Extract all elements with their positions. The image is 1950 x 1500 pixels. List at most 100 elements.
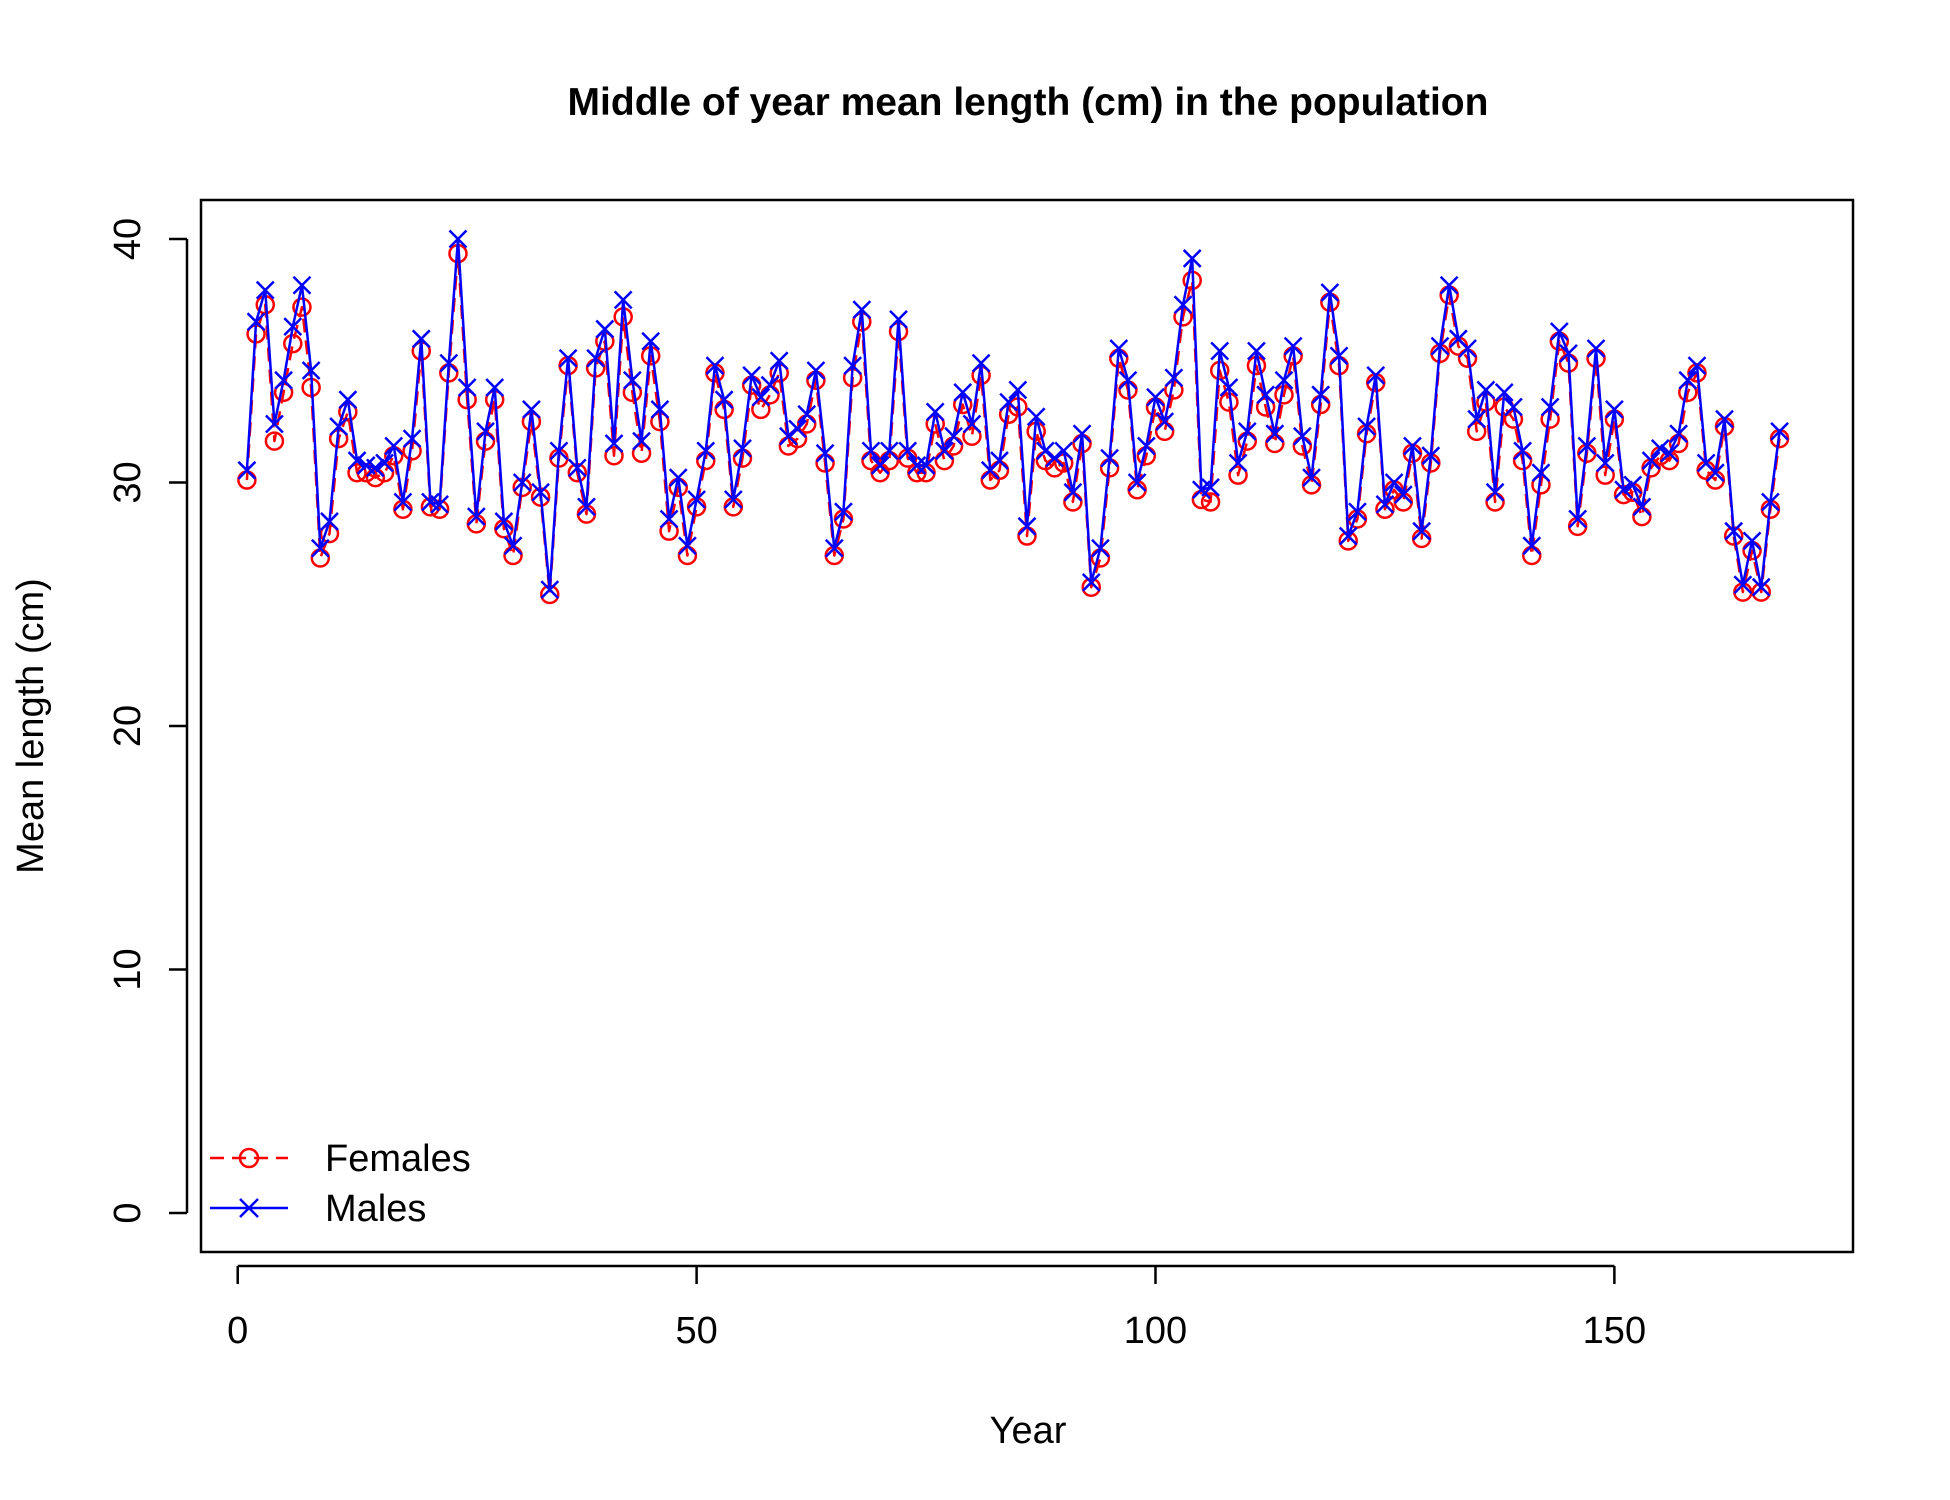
point-males: [1678, 370, 1698, 390]
point-males: [1412, 521, 1432, 541]
point-males: [843, 356, 863, 375]
point-males: [1091, 538, 1110, 558]
point-males: [760, 375, 780, 395]
point-males: [1311, 385, 1331, 405]
point-males: [797, 404, 817, 424]
point-males: [595, 319, 615, 339]
point-males: [466, 507, 486, 526]
point-males: [1586, 339, 1606, 358]
point-males: [329, 417, 349, 436]
point-males: [1017, 516, 1037, 536]
point-males: [292, 275, 312, 295]
legend-males-label: Males: [325, 1188, 426, 1230]
point-males: [1247, 341, 1266, 361]
point-males: [1136, 436, 1156, 456]
point-males: [1705, 463, 1725, 483]
point-males: [1751, 577, 1771, 597]
point-males: [430, 495, 450, 514]
point-males: [622, 370, 642, 390]
point-males: [586, 348, 606, 368]
point-males: [1439, 275, 1459, 295]
point-females: [292, 297, 312, 317]
point-males: [668, 468, 688, 487]
point-males: [733, 439, 752, 458]
point-males: [1742, 531, 1762, 551]
point-females: [962, 426, 982, 446]
point-males: [705, 356, 725, 375]
legend-females-marker: [238, 1147, 260, 1169]
y-tick-label: 40: [107, 218, 149, 260]
point-males: [1430, 336, 1450, 356]
point-males: [577, 497, 596, 517]
point-males: [723, 490, 743, 509]
point-males: [613, 290, 633, 310]
point-males: [1623, 475, 1643, 495]
point-males: [1173, 295, 1193, 315]
legend: Females Males: [210, 1138, 471, 1230]
x-axis-label: Year: [990, 1410, 1067, 1452]
point-males: [852, 300, 872, 319]
point-males: [1375, 495, 1395, 514]
point-males: [1357, 417, 1376, 436]
point-males: [1513, 441, 1532, 461]
point-males: [971, 353, 991, 373]
point-males: [567, 458, 587, 478]
point-males: [815, 443, 835, 463]
point-males: [1770, 421, 1789, 441]
point-males: [1008, 380, 1028, 400]
point-males: [870, 456, 890, 475]
point-females: [659, 521, 679, 541]
point-males: [1210, 341, 1230, 361]
point-males: [549, 441, 569, 461]
point-males: [246, 312, 266, 332]
point-males: [283, 317, 303, 337]
x-tick-label: 100: [1124, 1310, 1187, 1352]
point-males: [1458, 339, 1477, 358]
point-males: [632, 431, 651, 451]
point-males: [1614, 480, 1633, 500]
point-males: [1338, 526, 1358, 546]
point-males: [962, 414, 982, 434]
point-males: [999, 392, 1019, 412]
point-males: [659, 509, 679, 529]
plot-frame: [199, 198, 1855, 1254]
point-males: [1687, 356, 1707, 375]
point-males: [1632, 497, 1652, 517]
point-males: [375, 453, 394, 473]
point-males: [1072, 424, 1092, 444]
point-males: [1302, 468, 1321, 487]
point-males: [1035, 441, 1055, 461]
point-females: [283, 333, 303, 354]
point-males: [641, 331, 661, 351]
point-males: [1522, 536, 1542, 556]
point-males: [687, 490, 706, 509]
point-males: [1540, 397, 1560, 417]
point-males: [1604, 400, 1624, 419]
point-males: [1292, 426, 1312, 446]
point-males: [1164, 368, 1184, 388]
point-males: [1081, 572, 1101, 592]
point-males: [540, 580, 560, 600]
point-males: [1118, 370, 1138, 390]
x-axis: 0 50 100 150: [227, 1264, 1646, 1352]
point-males: [889, 309, 908, 329]
point-males: [953, 382, 973, 402]
point-males: [1127, 473, 1147, 492]
point-males: [522, 400, 541, 419]
point-females: [1200, 492, 1221, 512]
chart-title: Middle of year mean length (cm) in the p…: [568, 81, 1489, 124]
point-females: [1466, 421, 1487, 442]
point-males: [274, 370, 293, 390]
legend-males-marker: [239, 1198, 259, 1218]
point-females: [1595, 465, 1615, 485]
point-males: [558, 348, 578, 368]
point-males: [1660, 443, 1679, 463]
point-males: [806, 361, 826, 380]
point-males: [503, 536, 523, 556]
point-males: [347, 451, 367, 470]
point-males: [1650, 439, 1670, 458]
point-males: [1283, 336, 1303, 356]
y-tick-label: 30: [107, 461, 149, 503]
point-males: [788, 419, 807, 439]
